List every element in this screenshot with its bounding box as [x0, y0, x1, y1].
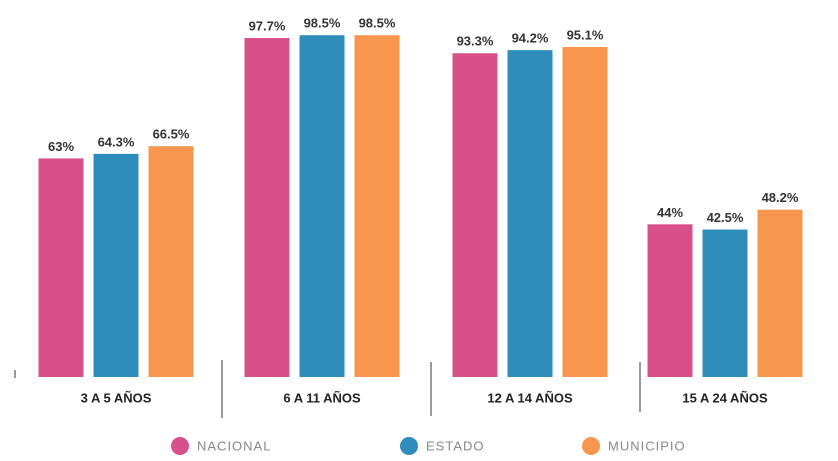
legend-label: ESTADO	[426, 438, 485, 453]
x-tick-label: 15 A 24 AÑOS	[682, 390, 768, 405]
value-label: 63%	[48, 139, 74, 154]
value-label: 66.5%	[153, 127, 190, 142]
value-label: 95.1%	[567, 27, 604, 42]
value-label: 44%	[657, 205, 683, 220]
value-label: 93.3%	[457, 34, 494, 49]
x-tick-label: 12 A 14 AÑOS	[487, 390, 573, 405]
value-label: 42.5%	[707, 210, 744, 225]
bar	[757, 209, 803, 377]
bar	[38, 158, 84, 377]
value-label: 97.7%	[249, 18, 286, 33]
value-label: 98.5%	[359, 16, 396, 31]
value-label: 94.2%	[512, 31, 549, 46]
bar	[647, 224, 693, 377]
legend-swatch	[171, 437, 189, 455]
legend-label: MUNICIPIO	[608, 438, 686, 453]
bar	[452, 53, 498, 378]
value-label: 48.2%	[762, 190, 799, 205]
x-tick-label: 3 A 5 AÑOS	[81, 390, 152, 405]
legend-swatch	[400, 437, 418, 455]
bar	[93, 153, 139, 377]
x-tick-label: 6 A 11 AÑOS	[283, 390, 361, 405]
bar	[244, 37, 290, 378]
bar	[507, 50, 553, 377]
bar	[148, 146, 194, 377]
value-label: 98.5%	[304, 16, 341, 31]
legend-label: NACIONAL	[197, 438, 271, 453]
legend-swatch	[582, 437, 600, 455]
bar	[299, 35, 345, 378]
bar	[354, 35, 400, 378]
bar	[562, 47, 608, 378]
bar	[702, 229, 748, 377]
value-label: 64.3%	[98, 134, 135, 149]
